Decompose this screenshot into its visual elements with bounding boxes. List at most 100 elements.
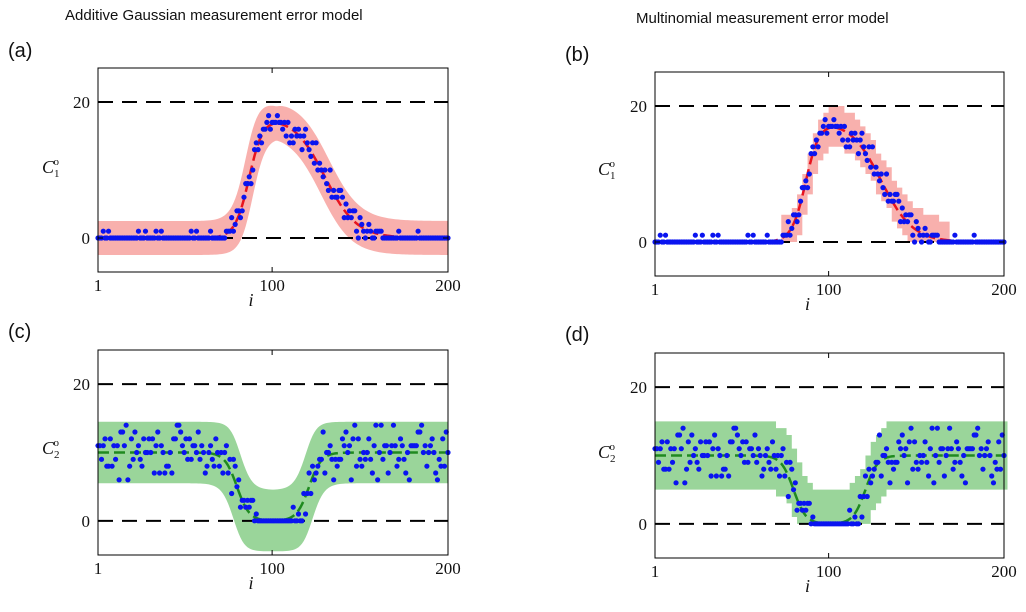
axes-frame (654, 352, 1005, 559)
data-point (309, 463, 316, 469)
data-point (861, 144, 867, 150)
data-point (222, 449, 228, 456)
data-point (759, 473, 765, 479)
x-tick-label: 100 (816, 562, 842, 581)
data-point (325, 187, 332, 193)
data-point (773, 466, 779, 472)
data-point (320, 429, 326, 435)
data-point (896, 439, 902, 445)
data-point (135, 443, 142, 449)
data-point (815, 144, 821, 150)
data-point (706, 439, 712, 445)
data-point (193, 228, 200, 234)
panel-label-c: (c) (8, 321, 32, 343)
data-point (911, 239, 918, 245)
data-point (304, 140, 310, 146)
confidence-band (655, 421, 1008, 524)
data-point (334, 194, 340, 200)
ylabel-a: C1o (42, 156, 60, 180)
data-point (132, 429, 138, 435)
y-tick-label: 20 (73, 93, 90, 112)
data-point (306, 470, 312, 476)
y-tick-label: 20 (630, 97, 647, 116)
data-point (105, 228, 112, 234)
data-point (882, 452, 888, 459)
data-point (207, 443, 214, 449)
panel-label-b: (b) (565, 44, 590, 66)
data-point (694, 459, 700, 465)
data-point (288, 133, 295, 139)
data-point (167, 449, 173, 456)
data-point (927, 239, 933, 245)
data-point (836, 130, 842, 136)
data-point (969, 446, 976, 452)
data-point (404, 449, 411, 456)
data-point (250, 497, 256, 503)
data-point (209, 456, 215, 462)
data-point (396, 456, 402, 462)
data-point (868, 480, 874, 486)
data-point (348, 477, 354, 483)
data-point (355, 436, 361, 442)
data-point (875, 459, 881, 465)
data-point (715, 232, 721, 238)
data-point (785, 493, 791, 500)
data-point (155, 429, 161, 435)
data-point (726, 473, 732, 479)
data-point (931, 480, 937, 486)
data-point (769, 439, 776, 445)
data-point (255, 147, 261, 153)
data-point (952, 232, 958, 238)
data-point (782, 473, 788, 479)
data-point (789, 225, 795, 231)
data-point (678, 446, 684, 452)
data-point (368, 456, 374, 462)
data-point (982, 452, 988, 459)
x-axis-label: i (248, 290, 253, 310)
data-point (153, 228, 159, 234)
data-point (431, 449, 437, 456)
data-point (750, 232, 756, 238)
data-point (434, 477, 441, 483)
data-point (859, 514, 865, 520)
data-point (682, 480, 688, 486)
data-point (237, 504, 244, 510)
data-point (764, 446, 770, 452)
data-point (713, 473, 719, 479)
data-point (325, 449, 332, 456)
data-point (327, 167, 333, 173)
data-point (141, 436, 147, 442)
data-point (803, 178, 809, 184)
data-point (899, 432, 905, 438)
data-point (121, 443, 127, 449)
data-point (806, 500, 812, 506)
data-point (712, 432, 718, 438)
data-point (197, 456, 203, 462)
panel-label-d: (d) (565, 324, 590, 346)
data-point (306, 147, 312, 153)
data-point (193, 449, 200, 456)
data-point (383, 443, 390, 449)
data-point (710, 446, 716, 452)
data-point (142, 228, 149, 234)
data-point (130, 456, 136, 462)
data-point (350, 436, 356, 442)
data-point (924, 232, 930, 238)
data-point (729, 439, 735, 445)
data-point (971, 232, 977, 238)
data-point (990, 480, 997, 486)
data-point (910, 232, 916, 238)
data-point (952, 459, 958, 465)
axes-frame (654, 71, 1005, 277)
data-point (127, 463, 133, 469)
data-point (151, 470, 157, 476)
data-point (866, 466, 872, 472)
data-point (158, 228, 164, 234)
data-point (373, 422, 379, 428)
data-point (887, 191, 893, 197)
data-point (664, 439, 670, 445)
data-point (239, 208, 245, 214)
data-point (295, 511, 302, 517)
data-point (906, 439, 912, 445)
data-point (852, 130, 858, 136)
